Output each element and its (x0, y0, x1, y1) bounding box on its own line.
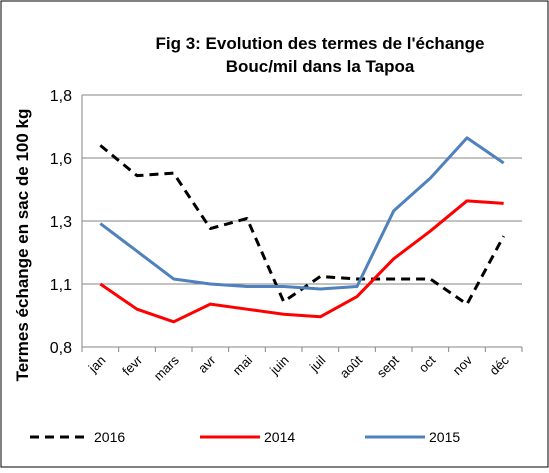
y-tick-label: 1,1 (50, 277, 72, 294)
legend-label: 2014 (264, 429, 295, 445)
y-tick-label: 0,8 (50, 340, 72, 357)
chart-title: Bouc/mil dans la Tapoa (226, 57, 415, 76)
legend-label: 2015 (429, 429, 460, 445)
line-series (99, 199, 504, 324)
y-tick-label: 1,8 (50, 88, 72, 105)
y-tick-label: 1,6 (50, 151, 72, 168)
line-series (99, 136, 505, 291)
legend-label: 2016 (94, 429, 125, 445)
chart-title: Fig 3: Evolution des termes de l'échange (155, 34, 484, 53)
y-axis-label: Termes échange en sac de 100 kg (13, 109, 32, 382)
y-tick-label: 1,3 (50, 214, 72, 231)
